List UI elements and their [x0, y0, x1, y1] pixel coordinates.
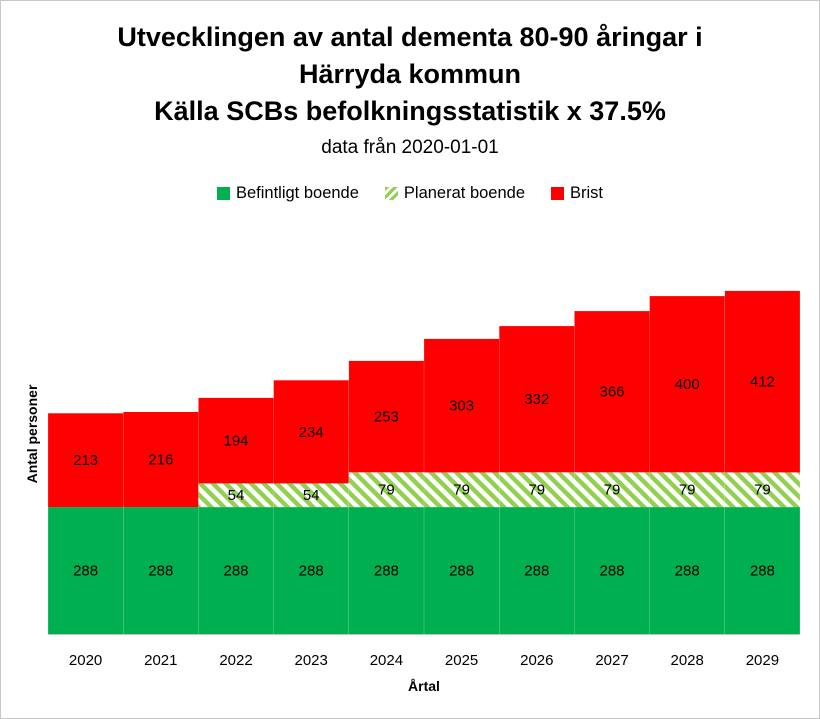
- bar-befintligt-2024: [348, 507, 424, 634]
- bar-brist-2022: [198, 397, 274, 484]
- chart-legend: Befintligt boende Planerat boende Brist: [0, 184, 820, 203]
- data-label-befintligt-2027: 288: [599, 563, 624, 580]
- data-label-befintligt-2024: 288: [374, 563, 399, 580]
- x-tick-label-2027: 2027: [595, 652, 628, 669]
- bar-brist-2023: [273, 380, 349, 484]
- legend-swatch-brist: [551, 187, 565, 200]
- legend-label-befintligt: Befintligt boende: [235, 184, 359, 202]
- bar-brist-2021: [123, 412, 199, 508]
- data-label-brist-2027: 366: [599, 384, 624, 401]
- bar-befintligt-2021: [123, 507, 199, 634]
- data-label-brist-2029: 412: [750, 374, 775, 391]
- data-label-befintligt-2021: 288: [148, 563, 173, 580]
- bar-befintligt-2026: [499, 507, 575, 634]
- x-tick-label-2022: 2022: [219, 652, 252, 669]
- chart-title-line-3: Källa SCBs befolkningsstatistik x 37.5%: [154, 96, 666, 126]
- bar-befintligt-2023: [273, 507, 349, 634]
- data-label-planerat-2023: 54: [303, 487, 320, 504]
- bar-befintligt-2029: [724, 507, 800, 634]
- data-label-brist-2026: 332: [524, 391, 549, 408]
- data-label-brist-2020: 213: [73, 452, 98, 469]
- bar-planerat-2026: [499, 472, 575, 508]
- x-tick-label-2023: 2023: [295, 652, 328, 669]
- bar-planerat-2025: [424, 472, 500, 508]
- data-label-brist-2021: 216: [148, 452, 173, 469]
- data-label-brist-2024: 253: [374, 409, 399, 426]
- legend-item-planerat: Planerat boende: [384, 184, 526, 203]
- chart-subtitle: data från 2020-01-01: [321, 137, 499, 158]
- data-label-befintligt-2025: 288: [449, 563, 474, 580]
- data-label-befintligt-2022: 288: [223, 563, 248, 580]
- chart-title-line-1: Utvecklingen av antal dementa 80-90 årin…: [117, 22, 703, 52]
- bar-brist-2027: [574, 311, 650, 473]
- legend-label-brist: Brist: [570, 184, 604, 202]
- bar-befintligt-2025: [424, 507, 500, 634]
- data-label-befintligt-2023: 288: [299, 563, 324, 580]
- bar-planerat-2028: [649, 472, 725, 508]
- data-label-befintligt-2029: 288: [750, 563, 775, 580]
- x-axis-label: Årtal: [408, 678, 440, 694]
- data-label-planerat-2028: 79: [679, 482, 696, 499]
- bar-planerat-2024: [348, 472, 424, 508]
- data-label-planerat-2027: 79: [604, 482, 621, 499]
- legend-label-planerat: Planerat boende: [403, 184, 526, 202]
- data-label-brist-2028: 400: [675, 376, 700, 393]
- x-tick-label-2020: 2020: [69, 652, 102, 669]
- x-tick-label-2028: 2028: [671, 652, 704, 669]
- legend-swatch-planerat: [384, 187, 398, 200]
- data-label-befintligt-2028: 288: [675, 563, 700, 580]
- data-label-befintligt-2020: 288: [73, 563, 98, 580]
- bar-befintligt-2027: [574, 507, 650, 634]
- x-tick-label-2026: 2026: [520, 652, 553, 669]
- bar-befintligt-2020: [48, 507, 124, 634]
- bar-planerat-2029: [724, 472, 800, 508]
- bar-brist-2028: [649, 296, 725, 473]
- bar-brist-2029: [724, 290, 800, 473]
- data-label-planerat-2029: 79: [754, 482, 771, 499]
- data-label-befintligt-2026: 288: [524, 563, 549, 580]
- data-label-planerat-2022: 54: [228, 487, 245, 504]
- bar-brist-2026: [499, 326, 575, 473]
- chart-title-line-2: Härryda kommun: [298, 59, 522, 89]
- bar-planerat-2023: [273, 483, 349, 508]
- bar-befintligt-2022: [198, 507, 274, 634]
- data-label-brist-2022: 194: [223, 433, 248, 450]
- bar-planerat-2027: [574, 472, 650, 508]
- bar-brist-2024: [348, 360, 424, 473]
- x-tick-label-2025: 2025: [445, 652, 478, 669]
- legend-item-befintligt: Befintligt boende: [216, 184, 359, 203]
- data-label-planerat-2024: 79: [378, 482, 395, 499]
- x-tick-label-2024: 2024: [370, 652, 403, 669]
- bar-planerat-2022: [198, 483, 274, 508]
- data-label-brist-2023: 234: [299, 424, 324, 441]
- bar-befintligt-2028: [649, 507, 725, 634]
- legend-swatch-befintligt: [216, 187, 230, 200]
- x-tick-label-2021: 2021: [144, 652, 177, 669]
- bar-brist-2025: [424, 338, 500, 473]
- x-tick-label-2029: 2029: [746, 652, 779, 669]
- data-label-planerat-2025: 79: [453, 482, 470, 499]
- data-label-planerat-2026: 79: [528, 482, 545, 499]
- data-label-brist-2025: 303: [449, 398, 474, 415]
- bar-brist-2020: [48, 413, 124, 508]
- legend-item-brist: Brist: [551, 184, 603, 203]
- y-axis-label: Antal personer: [24, 384, 40, 484]
